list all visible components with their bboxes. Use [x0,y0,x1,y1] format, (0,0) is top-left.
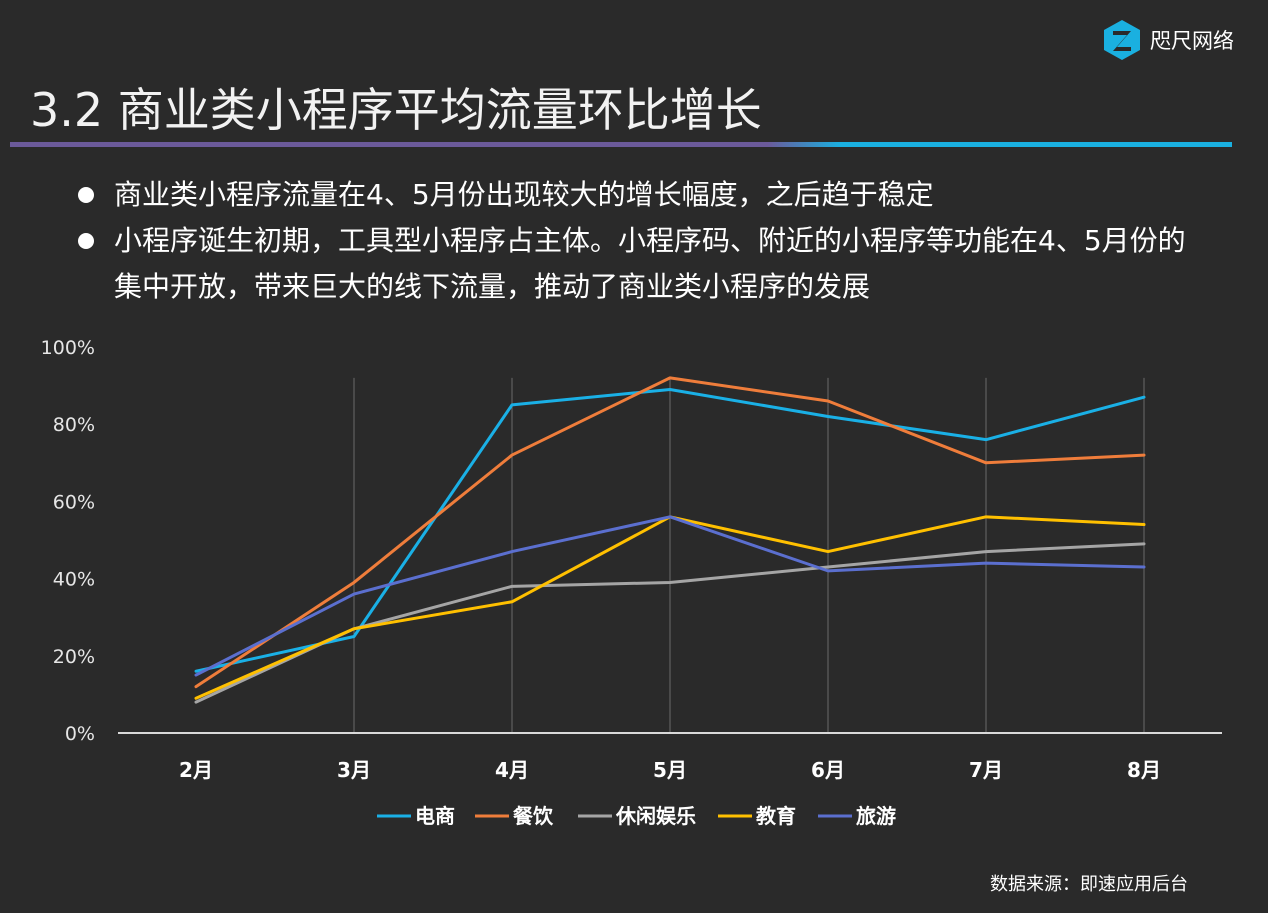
legend-label: 电商 [415,804,455,828]
x-tick-label: 5月 [653,758,687,782]
x-tick-label: 6月 [811,758,845,782]
bullet-text: 商业类小程序流量在4、5月份出现较大的增长幅度，之后趋于稳定 [114,178,934,211]
series-line [194,376,1146,689]
x-tick-label: 7月 [969,758,1003,782]
brand-name: 咫尺网络 [1150,29,1234,53]
bullet-dot-icon [78,233,94,249]
x-tick-label: 3月 [337,758,371,782]
z-hexagon-logo-icon [1104,20,1140,60]
x-tick-label: 8月 [1127,758,1161,782]
x-tick-label: 4月 [495,758,529,782]
series-line [194,387,1146,673]
bullet-item: 小程序诞生初期，工具型小程序占主体。小程序码、附近的小程序等功能在4、5月份的集… [78,218,1198,310]
data-source: 数据来源：即速应用后台 [990,874,1188,895]
bullet-list: 商业类小程序流量在4、5月份出现较大的增长幅度，之后趋于稳定 小程序诞生初期，工… [78,172,1198,310]
bullet-text: 小程序诞生初期，工具型小程序占主体。小程序码、附近的小程序等功能在4、5月份的集… [114,224,1186,303]
brand-logo: 咫尺网络 [1100,18,1234,62]
title-divider [10,142,1232,147]
y-tick-label: 40% [53,569,95,591]
y-tick-label: 0% [65,723,95,745]
series-line [194,515,1146,677]
y-tick-label: 80% [53,414,95,436]
page-title: 3.2 商业类小程序平均流量环比增长 [30,83,762,137]
bullet-item: 商业类小程序流量在4、5月份出现较大的增长幅度，之后趋于稳定 [78,172,1198,218]
y-tick-label: 100% [41,337,95,359]
legend-label: 休闲娱乐 [615,804,696,828]
legend-label: 教育 [756,804,796,828]
legend-label: 旅游 [856,804,896,828]
y-tick-label: 60% [53,491,95,513]
x-tick-label: 2月 [179,758,213,782]
legend-label: 餐饮 [513,804,554,828]
y-tick-label: 20% [53,646,95,668]
bullet-dot-icon [78,187,94,203]
